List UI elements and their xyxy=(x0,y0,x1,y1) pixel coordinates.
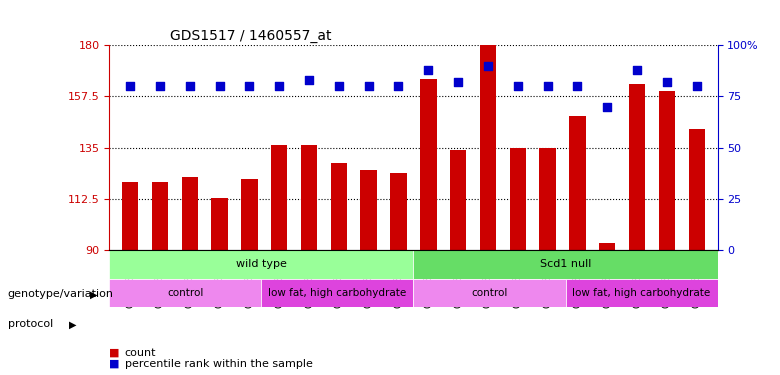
FancyBboxPatch shape xyxy=(109,279,261,308)
Bar xyxy=(599,243,615,250)
Point xyxy=(541,83,554,89)
FancyBboxPatch shape xyxy=(566,279,718,308)
Point xyxy=(452,79,464,85)
Point xyxy=(661,79,673,85)
Text: ▶: ▶ xyxy=(69,320,76,329)
Text: genotype/variation: genotype/variation xyxy=(8,290,114,299)
Bar xyxy=(540,147,556,250)
Text: GDS1517 / 1460557_at: GDS1517 / 1460557_at xyxy=(170,28,332,43)
Text: control: control xyxy=(167,288,204,298)
Text: control: control xyxy=(471,288,508,298)
Bar xyxy=(211,198,228,250)
Point xyxy=(571,83,583,89)
Bar xyxy=(480,45,496,250)
Point xyxy=(690,83,703,89)
Point xyxy=(601,104,614,110)
Point xyxy=(422,67,434,73)
Bar xyxy=(360,170,377,250)
Bar xyxy=(301,145,317,250)
Bar xyxy=(122,182,138,250)
Point xyxy=(154,83,166,89)
Text: ■: ■ xyxy=(109,359,119,369)
Text: low fat, high carbohydrate: low fat, high carbohydrate xyxy=(268,288,406,298)
Point xyxy=(213,83,225,89)
FancyBboxPatch shape xyxy=(413,250,718,279)
Text: count: count xyxy=(125,348,156,357)
FancyBboxPatch shape xyxy=(261,279,413,308)
Point xyxy=(482,63,495,69)
FancyBboxPatch shape xyxy=(109,250,413,279)
Bar xyxy=(629,84,645,250)
Bar xyxy=(689,129,705,250)
Text: protocol: protocol xyxy=(8,320,53,329)
Bar xyxy=(151,182,168,250)
Bar xyxy=(658,91,675,250)
Point xyxy=(124,83,136,89)
Point xyxy=(273,83,285,89)
Point xyxy=(392,83,405,89)
Text: wild type: wild type xyxy=(236,260,287,269)
FancyBboxPatch shape xyxy=(413,279,566,308)
Point xyxy=(183,83,196,89)
Bar xyxy=(271,145,287,250)
Text: low fat, high carbohydrate: low fat, high carbohydrate xyxy=(573,288,711,298)
Point xyxy=(631,67,644,73)
Bar xyxy=(569,116,586,250)
Bar xyxy=(390,172,406,250)
Point xyxy=(512,83,524,89)
Bar xyxy=(509,147,526,250)
Bar xyxy=(331,164,347,250)
Point xyxy=(303,77,315,83)
Bar xyxy=(420,79,437,250)
Bar xyxy=(241,180,257,250)
Text: ■: ■ xyxy=(109,348,119,357)
Point xyxy=(363,83,375,89)
Bar xyxy=(182,177,198,250)
Text: ▶: ▶ xyxy=(90,290,98,299)
Text: percentile rank within the sample: percentile rank within the sample xyxy=(125,359,313,369)
Bar xyxy=(450,150,466,250)
Text: Scd1 null: Scd1 null xyxy=(540,260,591,269)
Point xyxy=(243,83,256,89)
Point xyxy=(332,83,345,89)
